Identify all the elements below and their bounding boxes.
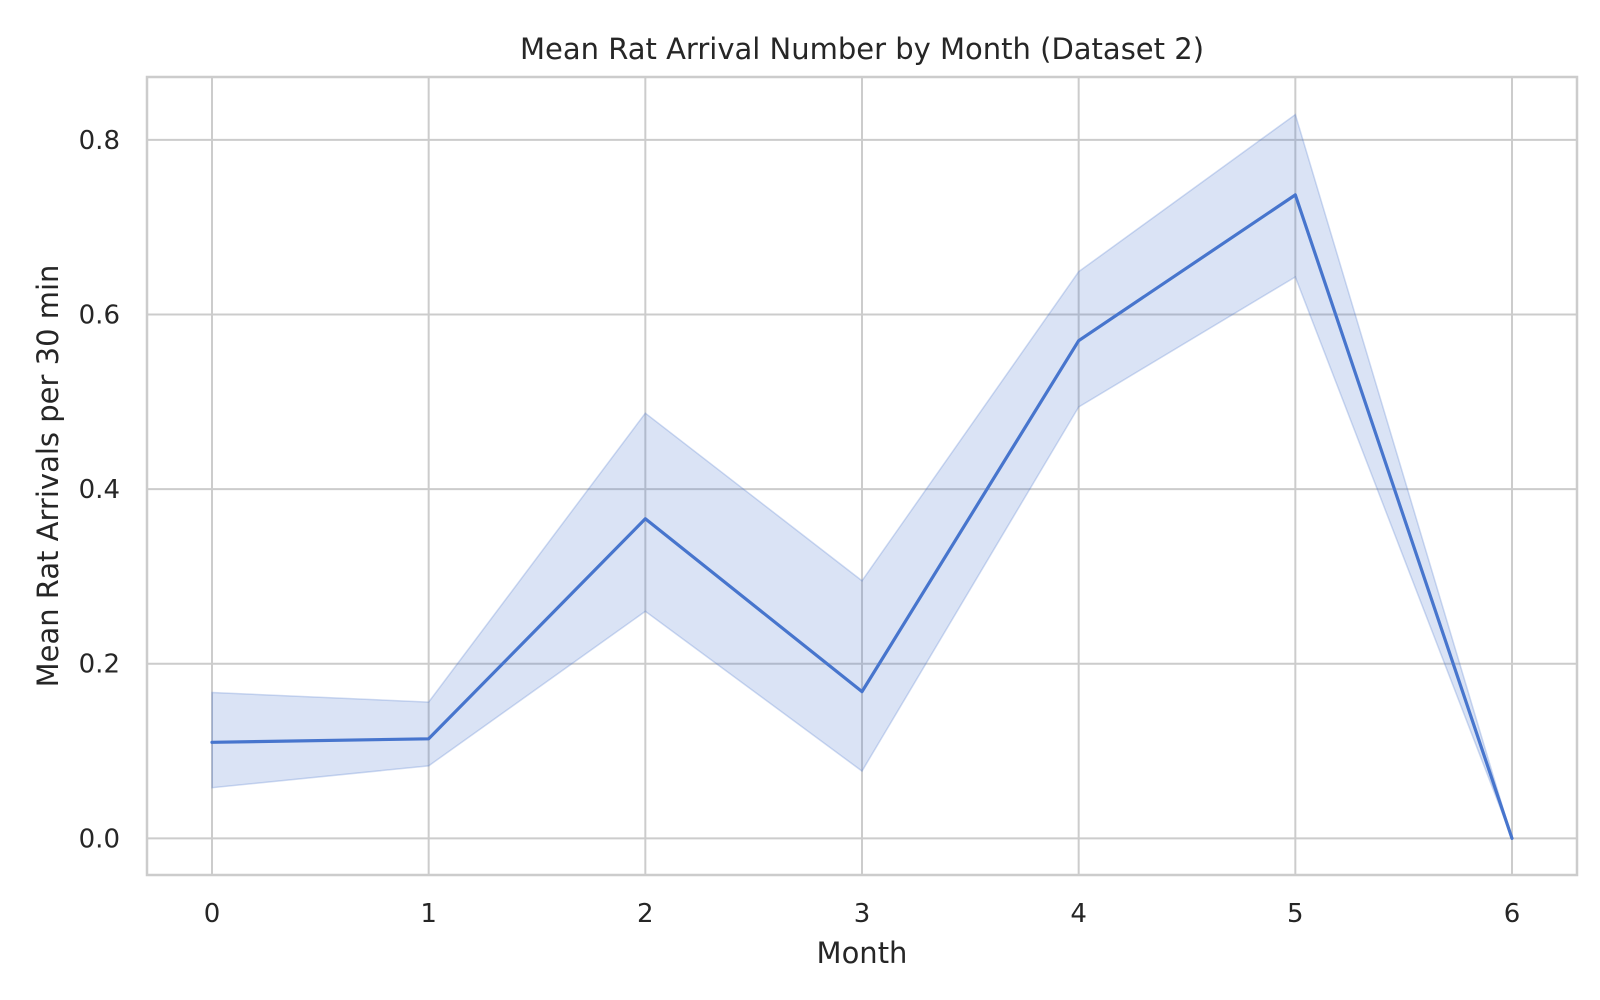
y-tick-label: 0.6 (79, 300, 120, 330)
y-tick-label: 0.0 (79, 824, 120, 854)
y-tick-labels: 0.0 0.2 0.4 0.6 0.8 (79, 126, 120, 854)
x-tick-labels: 0 1 2 3 4 5 6 (204, 899, 1521, 929)
x-tick-label: 5 (1287, 899, 1304, 929)
y-tick-label: 0.2 (79, 650, 120, 680)
plot-frame (145, 75, 1579, 877)
x-tick-label: 4 (1070, 899, 1087, 929)
confidence-band-layer (211, 113, 1513, 839)
y-tick-label: 0.4 (79, 475, 120, 505)
x-tick-label: 1 (420, 899, 437, 929)
x-axis-label: Month (817, 936, 908, 970)
y-axis-label: Mean Rat Arrivals per 30 min (31, 265, 65, 688)
grid (147, 77, 1577, 875)
series-line-layer (210, 193, 1514, 840)
x-tick-label: 2 (637, 899, 654, 929)
x-tick-label: 6 (1504, 899, 1521, 929)
x-tick-label: 0 (204, 899, 221, 929)
x-tick-label: 3 (854, 899, 871, 929)
y-tick-label: 0.8 (79, 126, 120, 156)
confidence-band (211, 113, 1513, 839)
chart-title: Mean Rat Arrival Number by Month (Datase… (520, 32, 1204, 66)
